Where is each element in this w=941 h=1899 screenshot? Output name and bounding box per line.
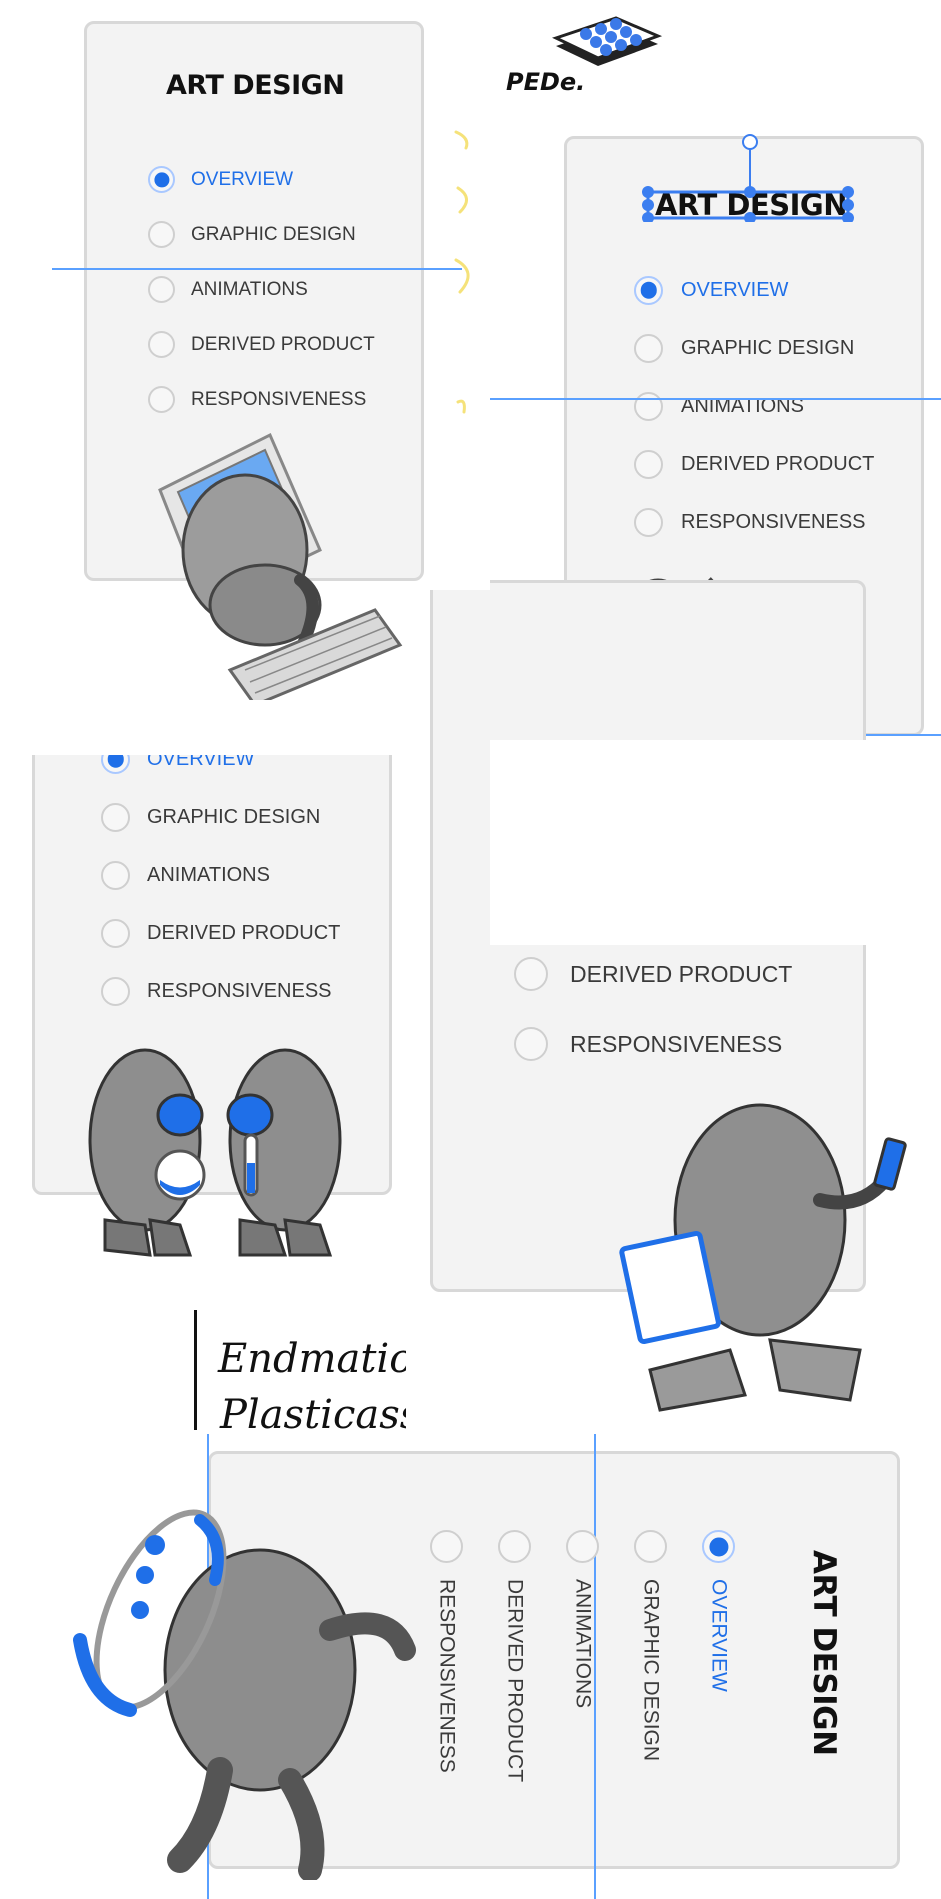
radio-icon[interactable] [430, 1530, 463, 1563]
radio-selected-icon[interactable] [101, 755, 130, 774]
menu-item-label: OVERVIEW [191, 168, 294, 190]
image-frame-overlay [428, 578, 490, 590]
menu-item-animations[interactable]: ANIMATIONS [566, 1530, 599, 1708]
menu-item-graphic-design[interactable]: GRAPHIC DESIGN [634, 319, 874, 377]
menu-item-label: RESPONSIVENESS [435, 1579, 459, 1773]
menu-item-label: RESPONSIVENESS [570, 1030, 783, 1057]
menu-item-derived-product[interactable]: DERIVED PRODUCT [498, 1530, 531, 1782]
radio-icon[interactable] [514, 957, 548, 991]
menu-item-derived-product[interactable]: DERIVED PRODUCT [514, 939, 792, 1009]
radio-icon[interactable] [148, 276, 175, 303]
radio-icon[interactable] [634, 391, 663, 421]
menu-item-graphic-design[interactable]: GRAPHIC DESIGN [148, 207, 375, 262]
handwriting-rule [194, 1310, 197, 1430]
radio-icon[interactable] [634, 333, 663, 363]
computer-mascot-icon [158, 432, 403, 700]
handwriting-fragment: Endmation Plasticass [194, 1310, 406, 1434]
image-frame-overlay [490, 740, 870, 945]
nav-menu-2: OVERVIEW GRAPHIC DESIGN ANIMATIONS DERIV… [634, 261, 874, 551]
menu-item-derived-product[interactable]: DERIVED PRODUCT [634, 435, 874, 493]
radio-icon[interactable] [101, 860, 130, 890]
radio-selected-icon[interactable] [634, 275, 663, 305]
guide-line [594, 1434, 596, 1899]
menu-item-label: ANIMATIONS [191, 278, 308, 300]
radio-selected-icon[interactable] [148, 166, 175, 193]
nav-menu-4: DERIVED PRODUCT RESPONSIVENESS [514, 939, 792, 1079]
menu-item-derived-product[interactable]: DERIVED PRODUCT [148, 317, 375, 372]
radio-icon[interactable] [101, 976, 130, 1006]
stacked-dots-tray-icon [551, 16, 663, 66]
menu-item-label: DERIVED PRODUCT [503, 1579, 527, 1783]
menu-item-label: ANIMATIONS [147, 863, 270, 886]
menu-card-3-clip: OVERVIEW GRAPHIC DESIGN ANIMATIONS DERIV… [0, 755, 400, 1315]
radio-icon[interactable] [498, 1530, 531, 1563]
menu-item-label: ANIMATIONS [681, 394, 804, 417]
guide-line [52, 268, 462, 270]
menu-item-label: GRAPHIC DESIGN [639, 1579, 663, 1762]
menu-item-animations[interactable]: ANIMATIONS [148, 262, 375, 317]
radio-icon[interactable] [148, 221, 175, 248]
flask-mascots-icon [88, 1048, 342, 1257]
radio-selected-icon[interactable] [702, 1530, 735, 1563]
menu-item-label: ANIMATIONS [571, 1579, 595, 1709]
menu-item-derived-product[interactable]: DERIVED PRODUCT [101, 904, 340, 962]
menu-item-overview[interactable]: OVERVIEW [702, 1530, 735, 1692]
yellow-stroke-decoration-icon [454, 130, 470, 414]
handwriting-line: Plasticass [220, 1392, 406, 1434]
menu-item-label: GRAPHIC DESIGN [191, 223, 356, 245]
menu-item-overview[interactable]: OVERVIEW [148, 152, 375, 207]
menu-item-overview[interactable]: OVERVIEW [634, 261, 874, 319]
image-frame-edge [0, 590, 60, 630]
selection-handles-icon[interactable] [640, 132, 860, 222]
menu-item-label: DERIVED PRODUCT [570, 960, 793, 987]
menu-item-label: RESPONSIVENESS [191, 388, 367, 410]
menu-item-responsiveness[interactable]: RESPONSIVENESS [514, 1009, 792, 1079]
menu-item-label: OVERVIEW [147, 755, 255, 770]
menu-item-responsiveness[interactable]: RESPONSIVENESS [101, 962, 340, 1020]
brand-logo: PEDe. [506, 6, 666, 106]
nav-menu-3: OVERVIEW GRAPHIC DESIGN ANIMATIONS DERIV… [101, 755, 340, 1020]
menu-item-label: RESPONSIVENESS [681, 510, 866, 533]
menu-item-label: RESPONSIVENESS [147, 979, 332, 1002]
menu-item-label: GRAPHIC DESIGN [147, 805, 321, 828]
radio-icon[interactable] [148, 331, 175, 358]
menu-item-label: OVERVIEW [681, 278, 789, 301]
guide-line [490, 398, 941, 400]
clipboard-mascot-icon [619, 1103, 907, 1412]
radio-icon[interactable] [566, 1530, 599, 1563]
brand-logo-text: PEDe. [506, 68, 586, 96]
handwriting-line: Endmation [218, 1336, 406, 1382]
menu-item-label: GRAPHIC DESIGN [681, 336, 855, 359]
menu-item-overview[interactable]: OVERVIEW [101, 755, 340, 788]
radio-icon[interactable] [148, 386, 175, 413]
menu-item-label: DERIVED PRODUCT [681, 452, 875, 475]
radio-icon[interactable] [514, 1027, 548, 1061]
radio-icon[interactable] [634, 449, 663, 479]
radio-icon[interactable] [101, 802, 130, 832]
page-title: ART DESIGN [166, 70, 345, 101]
nav-menu-1: OVERVIEW GRAPHIC DESIGN ANIMATIONS DERIV… [148, 152, 375, 427]
radio-icon[interactable] [634, 1530, 667, 1563]
menu-item-label: DERIVED PRODUCT [147, 921, 341, 944]
menu-item-responsiveness[interactable]: RESPONSIVENESS [634, 493, 874, 551]
menu-item-animations[interactable]: ANIMATIONS [634, 377, 874, 435]
menu-item-graphic-design[interactable]: GRAPHIC DESIGN [634, 1530, 667, 1761]
menu-item-label: OVERVIEW [707, 1579, 731, 1692]
menu-item-animations[interactable]: ANIMATIONS [101, 846, 340, 904]
radio-icon[interactable] [101, 918, 130, 948]
menu-item-graphic-design[interactable]: GRAPHIC DESIGN [101, 788, 340, 846]
menu-item-responsiveness[interactable]: RESPONSIVENESS [148, 372, 375, 427]
menu-item-responsiveness[interactable]: RESPONSIVENESS [430, 1530, 463, 1773]
radio-icon[interactable] [634, 507, 663, 537]
page-title: ART DESIGN [806, 1550, 842, 1756]
hoop-mascot-icon [73, 1509, 416, 1880]
menu-item-label: DERIVED PRODUCT [191, 333, 375, 355]
